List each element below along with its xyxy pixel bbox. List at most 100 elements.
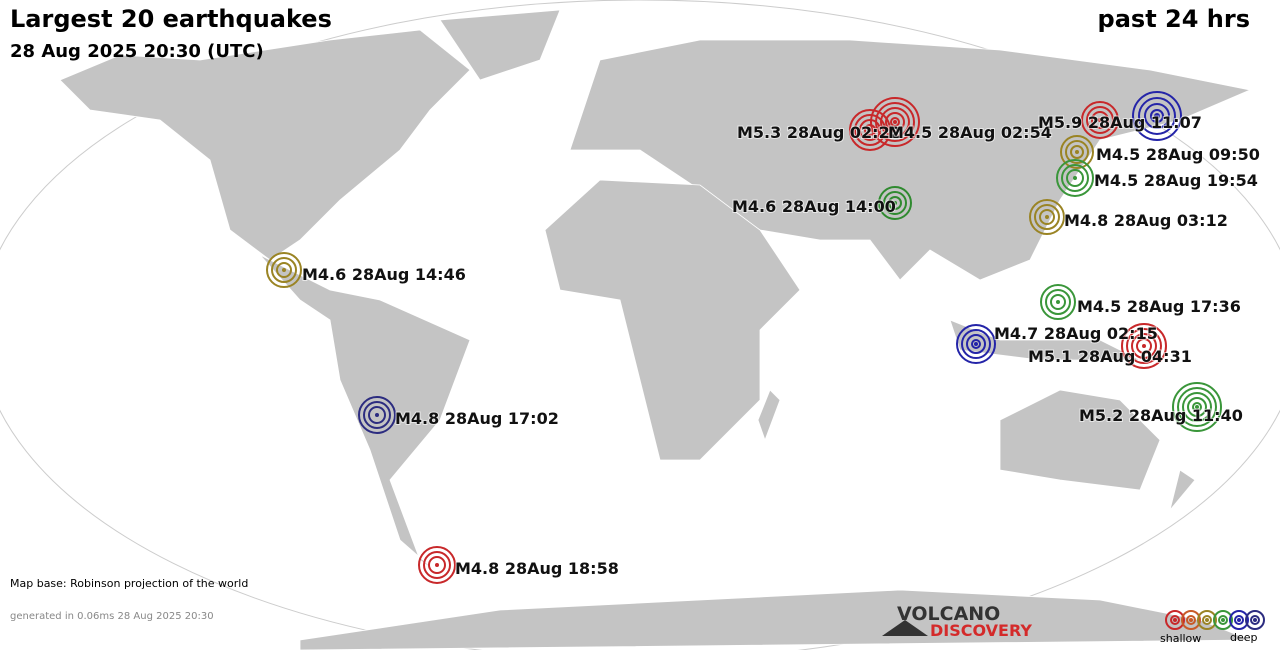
ring [890,117,900,127]
epicenter [1056,300,1060,304]
ring [1165,610,1185,630]
depth-legend [1165,610,1265,630]
ring [966,334,986,354]
ring [854,114,886,146]
ring [1218,615,1228,625]
quake-label: M4.6 28Aug 14:46 [302,265,466,284]
quake-label: M4.7 28Aug 02:15 [994,324,1158,343]
ring [1197,610,1217,630]
ring [1234,615,1244,625]
ring [1131,333,1157,359]
epicenter [375,413,379,417]
ring [1170,615,1180,625]
land [59,9,1252,650]
quake [956,324,996,364]
ring [1061,164,1089,192]
ring [1250,615,1260,625]
ring [276,262,292,278]
ring [1065,140,1089,164]
epicenter [1045,215,1049,219]
ring [428,556,446,574]
epicenter [893,120,897,124]
ring [1056,159,1094,197]
epicenter [1142,344,1146,348]
ring [423,551,451,579]
ring [1229,610,1249,630]
epicenter [1205,618,1209,622]
epicenter [282,268,286,272]
quake [418,546,456,584]
ring [875,102,915,142]
ring [956,324,996,364]
quake-label: M4.8 28Aug 03:12 [1064,211,1228,230]
ring [1086,106,1114,134]
epicenter [1253,618,1257,622]
quake-label: M4.5 28Aug 02:54 [888,123,1052,142]
epicenter [1237,618,1241,622]
quake-label: M4.8 28Aug 18:58 [455,559,619,578]
epicenter [1098,118,1102,122]
logo-bottom: DISCOVERY [930,621,1032,640]
generated: generated in 0.06ms 28 Aug 2025 20:30 [10,611,214,622]
ring [368,406,386,424]
ring [878,186,912,220]
quake [358,396,396,434]
ring [1040,284,1076,320]
ring [1029,199,1065,235]
ring [880,107,910,137]
unlabeled-quake [1132,91,1182,141]
ring [1070,145,1084,159]
ring [1172,382,1222,432]
ring [961,329,991,359]
legend-deep: deep [1230,631,1258,644]
ring [1034,204,1060,230]
ring [859,119,881,141]
ring [1045,289,1071,315]
ring [1050,294,1066,310]
ring [1081,101,1119,139]
quake-label: M4.6 28Aug 14:00 [732,197,896,216]
ring [1245,610,1265,630]
ring [1186,615,1196,625]
logo-top: VOLCANO [897,603,1000,625]
epicenter [893,201,897,205]
epicenter [1073,176,1077,180]
quake-label: M5.2 28Aug 11:40 [1079,406,1243,425]
epicenter [1221,618,1225,622]
ring [271,257,297,283]
quake [1060,135,1094,169]
ring [1202,615,1212,625]
epicenter [1173,618,1177,622]
ring [1182,392,1212,422]
ring [363,401,391,429]
quake-label: M4.5 28Aug 17:36 [1077,297,1241,316]
quake-label: M5.3 28Aug 02:22 [737,123,901,142]
epicenter [435,563,439,567]
quake-label: M4.5 28Aug 09:50 [1096,145,1260,164]
ring [864,124,876,136]
epicenter [1075,150,1079,154]
quake-label: M4.8 28Aug 17:02 [395,409,559,428]
epicenter [1189,618,1193,622]
ring [1066,169,1084,187]
ring [358,396,396,434]
ring [1121,323,1167,369]
ring [1060,135,1094,169]
quake [1121,323,1167,369]
ring [971,339,981,349]
quake [1040,284,1076,320]
quake-label: M4.5 28Aug 19:54 [1094,171,1258,190]
ring [1181,610,1201,630]
quake [870,97,920,147]
ring [1187,397,1207,417]
ring [1039,209,1055,225]
ring [266,252,302,288]
ring [1126,328,1162,364]
epicenter [974,342,978,346]
quake [266,252,302,288]
quake [1029,199,1065,235]
subtitle: 28 Aug 2025 20:30 (UTC) [10,41,264,62]
quake [878,186,912,220]
map-base: Map base: Robinson projection of the wor… [10,577,248,590]
